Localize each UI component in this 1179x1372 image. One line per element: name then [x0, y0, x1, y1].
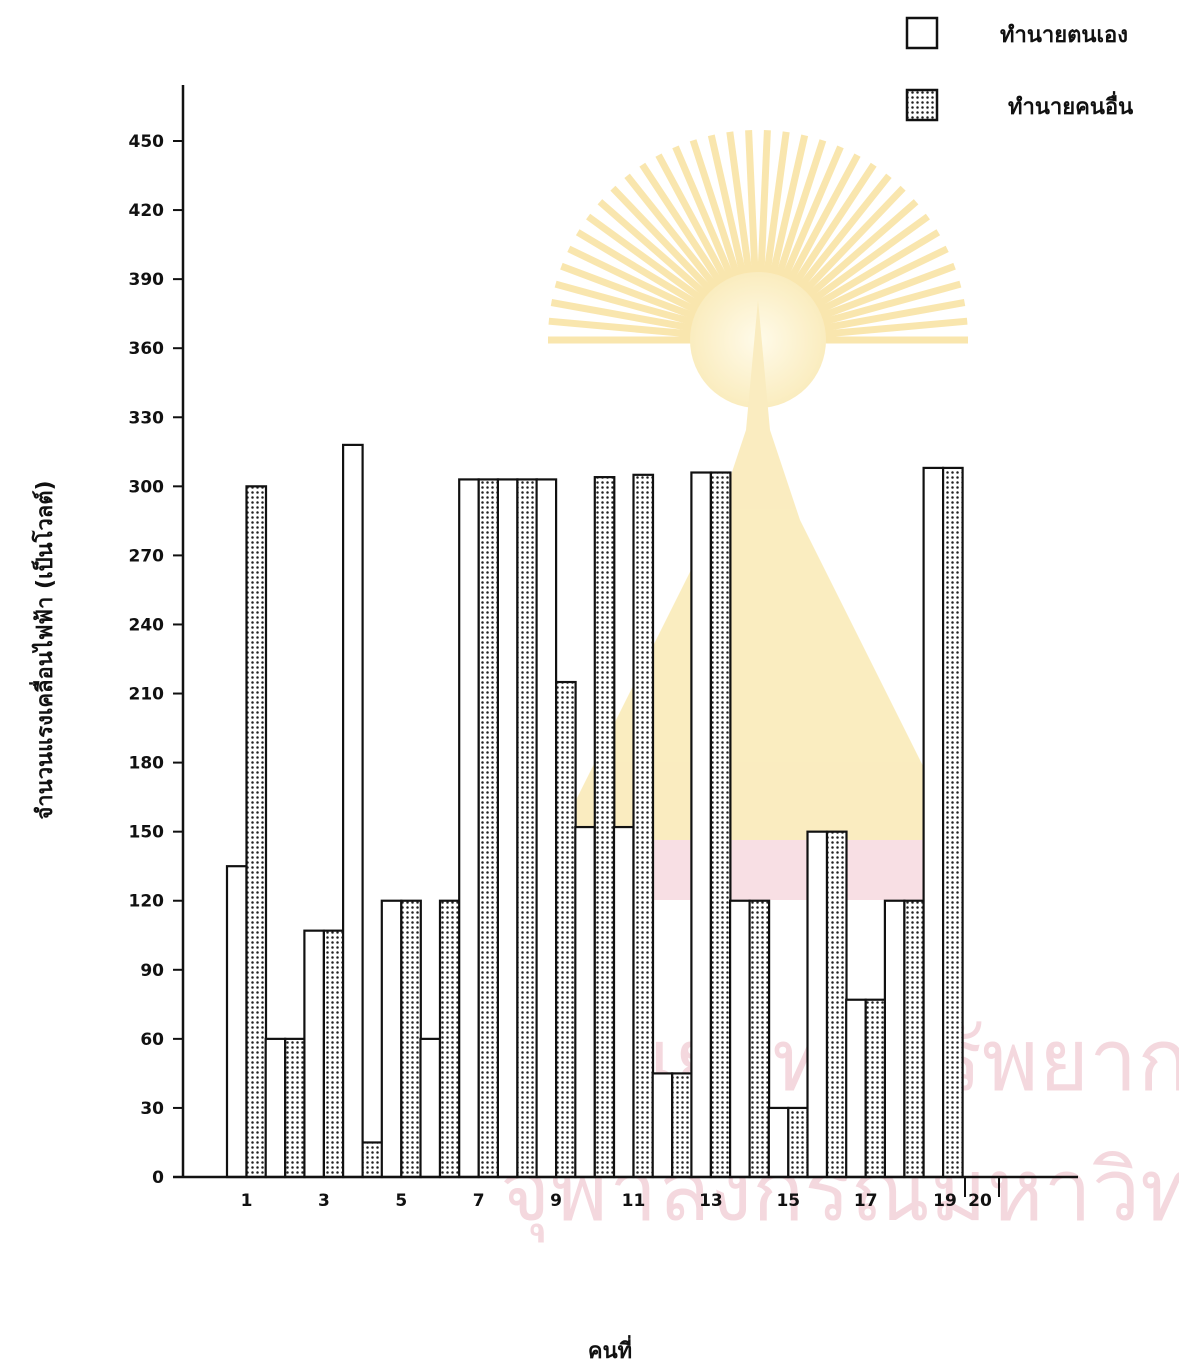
y-tick-label: 210	[129, 685, 165, 705]
bar-other-prediction	[361, 1141, 384, 1179]
y-tick-label: 270	[129, 546, 165, 566]
y-tick-label: 90	[140, 961, 164, 981]
bar-self-prediction	[264, 1037, 287, 1179]
y-tick-label: 390	[129, 270, 165, 290]
legend-swatch-plain	[905, 16, 939, 50]
bar-other-prediction	[709, 471, 732, 1179]
bar-other-prediction	[825, 830, 848, 1179]
bar-group	[225, 443, 964, 1179]
y-tick-label: 0	[152, 1168, 164, 1188]
legend-swatch-dotted	[905, 88, 939, 122]
bar-self-prediction	[380, 899, 403, 1179]
bar-self-prediction	[458, 478, 480, 1179]
bar-self-prediction	[574, 825, 596, 1179]
bar-other-prediction	[554, 680, 577, 1179]
bar-self-prediction	[728, 899, 751, 1179]
y-axis-title: จำนวนแรงเคลื่อนไฟฟ้า (เป็นโวลต์)	[28, 480, 58, 819]
y-tick-label: 240	[129, 615, 165, 635]
bar-other-prediction	[748, 899, 771, 1179]
y-tick-label: 360	[129, 339, 165, 359]
bar-self-prediction	[651, 1072, 674, 1179]
bar-self-prediction	[225, 865, 248, 1179]
bar-other-prediction	[593, 476, 616, 1179]
bar-other-prediction	[516, 478, 539, 1179]
y-tick-label: 60	[140, 1030, 164, 1050]
bar-self-prediction	[496, 478, 519, 1179]
bar-other-prediction	[632, 473, 655, 1179]
bar-other-prediction	[477, 478, 500, 1179]
x-tick-label: 13	[699, 1191, 723, 1211]
legend-label-other-prediction: ทำนายคนอื่น	[1008, 90, 1133, 120]
bar-self-prediction	[612, 825, 635, 1179]
y-tick-label: 300	[129, 477, 165, 497]
y-tick-label: 450	[129, 132, 165, 152]
x-tick-label: 19	[933, 1191, 957, 1211]
x-tick-label: 11	[622, 1191, 646, 1211]
x-tick-label: 17	[854, 1191, 878, 1211]
bar-self-prediction	[845, 998, 867, 1179]
bar-other-prediction	[864, 998, 887, 1179]
y-tick-label: 180	[129, 754, 165, 774]
bar-self-prediction	[303, 929, 325, 1179]
y-tick-label: 150	[129, 823, 165, 843]
x-tick-label: 20	[968, 1191, 992, 1211]
bar-other-prediction	[941, 466, 964, 1179]
x-axis-title: คนที่	[588, 1334, 632, 1364]
bar-self-prediction	[883, 899, 906, 1179]
bar-self-prediction	[767, 1106, 790, 1179]
x-tick-label: 3	[318, 1191, 330, 1211]
x-tick-label: 5	[395, 1191, 407, 1211]
bar-self-prediction	[806, 830, 829, 1179]
y-tick-label: 330	[129, 408, 165, 428]
bar-self-prediction	[690, 471, 713, 1179]
bar-other-prediction	[903, 899, 926, 1179]
x-axis-ticks: 1 3 5 7 9 11 13 15 17 19 20	[241, 1177, 1000, 1211]
bar-other-prediction	[438, 899, 461, 1179]
bar-other-prediction	[245, 485, 268, 1179]
bar-other-prediction	[322, 929, 345, 1179]
bar-other-prediction	[671, 1072, 693, 1179]
bar-other-prediction	[787, 1106, 809, 1179]
bar-self-prediction	[342, 443, 364, 1179]
y-tick-label: 30	[140, 1099, 164, 1119]
bar-self-prediction	[419, 1037, 442, 1179]
x-tick-label: 1	[241, 1191, 253, 1211]
x-tick-label: 7	[473, 1191, 485, 1211]
legend-label-self-prediction: ทำนายตนเอง	[1000, 23, 1128, 48]
bar-self-prediction	[535, 478, 558, 1179]
axes	[173, 85, 1078, 1179]
bar-self-prediction	[922, 466, 945, 1179]
bar-other-prediction	[400, 899, 422, 1179]
y-tick-label: 420	[129, 201, 165, 221]
bar-other-prediction	[284, 1037, 306, 1179]
y-axis-ticks: 0 30 60 90 120 150 180 210 240 270 300 330 360 390 420…	[129, 132, 183, 1188]
x-tick-label: 9	[550, 1191, 562, 1211]
y-tick-label: 120	[129, 892, 165, 912]
x-tick-label: 15	[776, 1191, 800, 1211]
